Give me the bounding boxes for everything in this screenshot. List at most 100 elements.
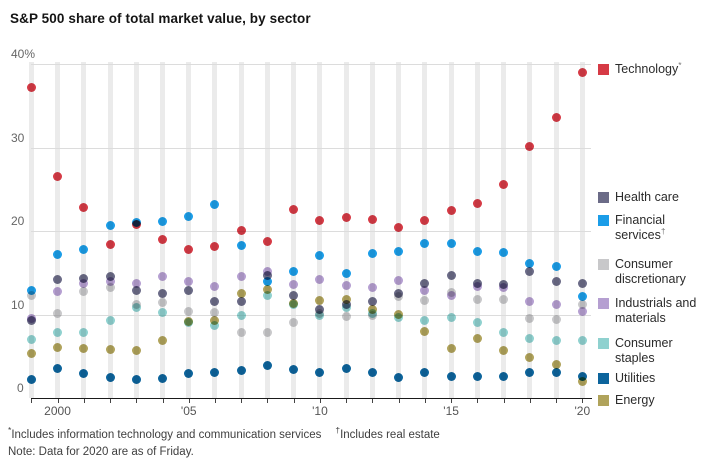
x-axis-label-2005: '05 bbox=[180, 404, 197, 418]
dot-consumer-discretionary-2006 bbox=[210, 308, 220, 318]
year-gridline-2011 bbox=[343, 62, 349, 398]
dot-consumer-staples-2020 bbox=[577, 335, 587, 345]
x-axis-line bbox=[31, 398, 592, 399]
dot-technology-2005 bbox=[184, 244, 194, 254]
dot-consumer-discretionary-2000 bbox=[53, 309, 63, 319]
dot-consumer-staples-2008 bbox=[262, 290, 272, 300]
legend-swatch-icon bbox=[598, 64, 609, 75]
legend-label: Consumer discretionary bbox=[615, 257, 686, 286]
dot-technology-2002 bbox=[105, 239, 115, 249]
legend-label: Energy bbox=[615, 393, 655, 407]
dot-health-care-2012 bbox=[367, 296, 377, 306]
dot-industrials-and-materials-2004 bbox=[158, 271, 167, 281]
gridline-30 bbox=[31, 147, 591, 149]
dot-utilities-2010 bbox=[315, 367, 325, 377]
dot-energy-2003 bbox=[131, 345, 141, 355]
dot-health-care-2020 bbox=[577, 279, 587, 289]
dot-energy-2016 bbox=[472, 334, 482, 344]
dot-utilities-2017 bbox=[499, 371, 509, 381]
legend-label: Technology* bbox=[615, 59, 682, 76]
dot-technology-2009 bbox=[289, 204, 299, 214]
dot-consumer-staples-2015 bbox=[446, 313, 456, 323]
dot-financial-services-2020 bbox=[577, 292, 587, 302]
dot-utilities-2016 bbox=[472, 371, 482, 381]
dot-health-care-2005 bbox=[184, 285, 194, 295]
legend-swatch-icon bbox=[598, 192, 609, 203]
dot-utilities-2002 bbox=[105, 372, 115, 382]
dot-energy-2006 bbox=[210, 315, 220, 325]
year-gridline-2005 bbox=[186, 62, 192, 398]
footnote-line: *Includes information technology and com… bbox=[8, 426, 440, 441]
dot-health-care-2003 bbox=[131, 285, 141, 295]
dot-health-care-2015 bbox=[446, 270, 456, 280]
dot-industrials-and-materials-2006 bbox=[210, 281, 220, 291]
dot-technology-2014 bbox=[420, 216, 430, 226]
x-axis-tick-2006 bbox=[214, 399, 216, 403]
dot-consumer-staples-2018 bbox=[525, 334, 535, 344]
dot-technology-2017 bbox=[499, 179, 509, 189]
dot-financial-services-2011 bbox=[341, 269, 351, 279]
dot-industrials-and-materials-2019 bbox=[551, 299, 561, 309]
x-axis-label-2020: '20 bbox=[574, 404, 591, 418]
dot-health-care-2019 bbox=[551, 276, 561, 286]
x-axis-tick-2001 bbox=[83, 399, 85, 403]
legend-item-utilities: Utilities bbox=[598, 371, 713, 386]
dot-utilities-2013 bbox=[394, 372, 404, 382]
dot-consumer-discretionary-1999 bbox=[26, 290, 36, 300]
dot-technology-2019 bbox=[551, 112, 561, 122]
dot-health-care-2010 bbox=[315, 304, 325, 314]
dot-health-care-2002 bbox=[105, 271, 115, 281]
dot-consumer-staples-2019 bbox=[551, 335, 561, 345]
dot-consumer-discretionary-2018 bbox=[525, 314, 535, 324]
x-axis-tick-2012 bbox=[372, 399, 374, 403]
dot-technology-2007 bbox=[236, 225, 246, 235]
gridline-40 bbox=[31, 64, 591, 65]
dot-technology-2020 bbox=[577, 67, 587, 77]
dot-financial-services-2015 bbox=[446, 239, 456, 249]
legend-item-consumer-discretionary: Consumer discretionary bbox=[598, 257, 713, 287]
dot-technology-2000 bbox=[53, 172, 63, 182]
legend-label: Utilities bbox=[615, 371, 656, 385]
dot-utilities-2000 bbox=[53, 364, 63, 374]
legend-swatch-icon bbox=[598, 395, 609, 406]
dot-financial-services-2012 bbox=[367, 249, 377, 259]
dot-industrials-and-materials-2001 bbox=[79, 279, 89, 289]
dot-energy-2020 bbox=[577, 376, 587, 386]
legend-swatch-icon bbox=[598, 298, 609, 309]
dot-consumer-staples-2000 bbox=[53, 327, 63, 337]
legend-label: Financial services† bbox=[615, 213, 666, 242]
dot-financial-services-2016 bbox=[472, 247, 482, 257]
dot-financial-services-2002 bbox=[105, 220, 115, 230]
dot-utilities-2006 bbox=[210, 368, 220, 378]
dot-consumer-discretionary-2017 bbox=[499, 294, 509, 304]
dot-financial-services-1999 bbox=[26, 285, 36, 295]
dot-industrials-and-materials-2010 bbox=[315, 274, 325, 284]
dot-technology-2015 bbox=[446, 206, 456, 216]
year-gridline-2000 bbox=[55, 62, 61, 398]
dot-utilities-2009 bbox=[289, 365, 299, 375]
dot-consumer-discretionary-2014 bbox=[420, 295, 430, 305]
dot-utilities-2005 bbox=[184, 369, 194, 379]
year-gridline-2017 bbox=[501, 62, 507, 398]
x-axis-tick-2016 bbox=[477, 399, 479, 403]
year-gridline-2014 bbox=[422, 62, 428, 398]
legend-swatch-icon bbox=[598, 259, 609, 270]
dot-technology-2011 bbox=[341, 213, 351, 223]
x-axis-label-2015: '15 bbox=[443, 404, 459, 418]
x-axis-tick-2003 bbox=[136, 399, 138, 403]
dot-energy-2008 bbox=[262, 284, 272, 294]
year-gridline-2019 bbox=[553, 62, 559, 398]
year-gridline-2012 bbox=[369, 62, 375, 398]
dot-energy-2011 bbox=[341, 294, 351, 304]
x-axis-tick-2004 bbox=[162, 399, 164, 403]
dot-financial-services-2013 bbox=[394, 246, 404, 256]
dot-financial-services-2008 bbox=[262, 276, 272, 286]
legend-item-energy: Energy bbox=[598, 393, 713, 408]
dot-consumer-discretionary-2020 bbox=[577, 299, 587, 309]
dot-financial-services-2004 bbox=[158, 217, 167, 227]
year-gridline-2004 bbox=[160, 62, 165, 398]
legend-swatch-icon bbox=[598, 373, 609, 384]
gridline-10 bbox=[31, 314, 591, 316]
footnote-dagger-symbol: † bbox=[335, 425, 341, 436]
